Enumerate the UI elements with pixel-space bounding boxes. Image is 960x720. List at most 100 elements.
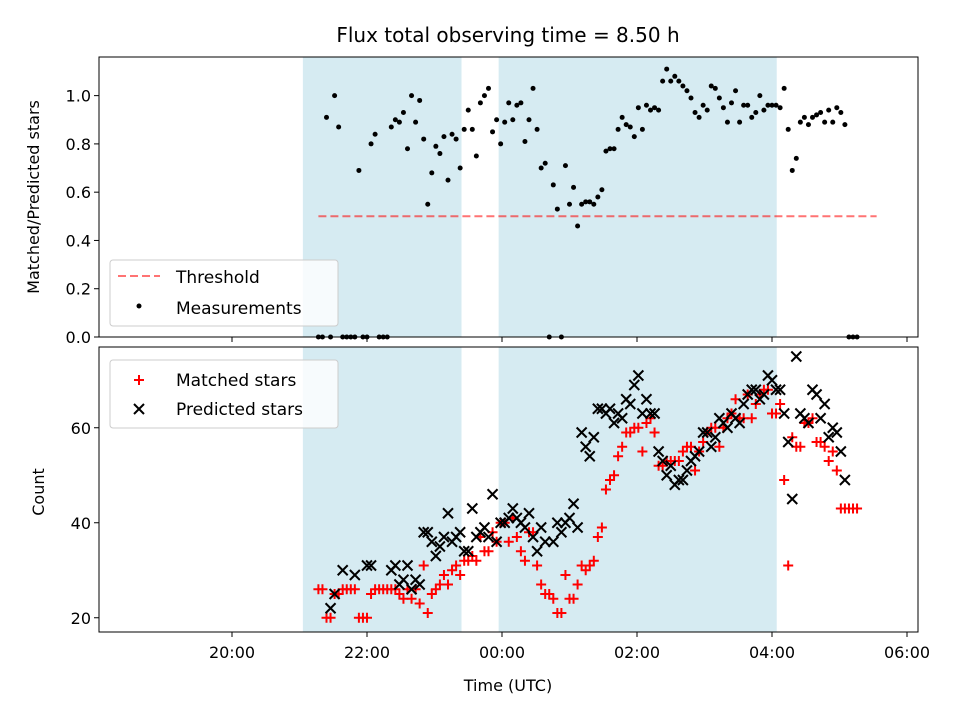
predicted-star-point <box>790 350 803 363</box>
predicted-star-point <box>616 412 628 424</box>
measurement-point <box>700 102 706 108</box>
measurement-point <box>737 119 743 125</box>
predicted-star-point <box>758 388 770 401</box>
matched-star-point <box>714 441 725 452</box>
count-x-tick-label: 02:00 <box>614 643 660 662</box>
measurement-point <box>611 146 617 152</box>
predicted-star-point <box>527 531 539 543</box>
predicted-star-point <box>519 521 531 534</box>
measurement-point <box>514 102 520 108</box>
ratio-shaded-interval <box>498 57 777 337</box>
predicted-star-point <box>835 445 847 458</box>
predicted-star-point <box>551 517 564 529</box>
count-plot-frame <box>98 346 919 633</box>
measurement-point <box>834 105 840 111</box>
measurement-point <box>388 124 394 130</box>
count-y-tick-label: 60 <box>71 419 91 438</box>
predicted-star-point <box>454 526 466 538</box>
predicted-star-point <box>721 422 734 434</box>
legend-measurements-swatch <box>136 303 142 309</box>
matched-star-point <box>827 446 838 457</box>
predicted-star-point <box>547 536 560 548</box>
measurement-point <box>433 143 439 149</box>
matched-star-point <box>418 560 429 571</box>
measurement-point <box>595 194 601 200</box>
measurement-point <box>409 93 415 99</box>
measurement-point <box>672 73 678 79</box>
measurement-point <box>733 88 739 94</box>
measurement-point <box>704 107 710 113</box>
measurement-point <box>332 93 338 99</box>
measurement-point <box>826 107 832 113</box>
ratio-y-tick-label: 0.0 <box>66 328 91 347</box>
predicted-star-point <box>648 407 661 420</box>
matched-star-point <box>637 446 648 457</box>
matched-star-point <box>823 456 834 466</box>
ratio-y-tick-label: 0.8 <box>66 135 91 154</box>
matched-star-point <box>536 579 547 590</box>
predicted-star-point <box>701 426 713 439</box>
matched-star-point <box>483 546 494 557</box>
ratio-y-axis-label: Matched/Predicted stars <box>24 100 43 294</box>
matched-star-point <box>852 503 863 514</box>
measurement-point <box>635 105 641 111</box>
predicted-star-point <box>523 507 535 519</box>
measurement-point <box>599 187 605 193</box>
measurement-point <box>417 97 423 103</box>
measurement-point <box>692 110 698 116</box>
predicted-star-point <box>831 426 843 439</box>
measurement-point <box>486 85 491 91</box>
predicted-star-point <box>405 583 418 595</box>
measurement-point <box>562 163 568 169</box>
measurement-point <box>643 102 649 108</box>
measurement-point <box>534 126 540 132</box>
predicted-stars-points <box>324 350 851 614</box>
predicted-star-point <box>588 431 600 443</box>
measurement-point <box>749 114 755 120</box>
ratio-shaded-intervals <box>302 57 777 337</box>
measurement-point <box>603 148 609 154</box>
matched-star-point <box>819 441 830 452</box>
measurement-point <box>696 114 702 120</box>
measurement-point <box>356 167 362 173</box>
predicted-star-point <box>660 469 673 481</box>
predicted-star-point <box>592 403 604 415</box>
measurement-point <box>494 117 500 123</box>
predicted-star-point <box>737 398 750 410</box>
matched-star-point <box>690 465 701 476</box>
measurement-point <box>773 102 779 108</box>
predicted-star-point <box>636 407 649 420</box>
measurement-point <box>372 131 378 137</box>
predicted-star-point <box>328 588 341 600</box>
predicted-star-point <box>709 431 722 443</box>
measurement-point <box>538 165 544 171</box>
measurement-point <box>498 141 504 147</box>
predicted-star-point <box>490 536 503 548</box>
measurement-point <box>708 83 714 89</box>
predicted-star-point <box>555 526 568 538</box>
predicted-star-point <box>640 393 653 405</box>
predicted-star-point <box>604 403 616 415</box>
matched-star-point <box>349 584 360 595</box>
measurement-point <box>789 167 795 173</box>
measurement-point <box>445 177 451 183</box>
measurement-point <box>648 107 653 113</box>
measurement-point <box>757 93 763 99</box>
ratio-panel: 0.0 0.2 0.4 0.6 0.8 1.0 Flux total observing … <box>24 23 919 347</box>
measurement-point <box>413 119 419 125</box>
matched-star-point <box>596 522 607 533</box>
measurement-point <box>660 78 666 84</box>
predicted-star-point <box>697 426 709 439</box>
count-x-axis: 20:00 22:00 00:00 02:00 04:00 06:00 <box>209 632 930 662</box>
measurement-point <box>526 117 532 123</box>
measurement-point <box>652 105 658 111</box>
predicted-star-point <box>774 384 786 396</box>
predicted-star-point <box>486 488 499 500</box>
matched-star-point <box>471 555 482 566</box>
predicted-star-point <box>579 441 592 453</box>
predicted-star-point <box>746 384 758 396</box>
legend-matched-label: Matched stars <box>176 371 296 391</box>
measurement-point <box>571 184 577 190</box>
predicted-star-point <box>563 512 576 524</box>
predicted-star-point <box>652 445 665 458</box>
